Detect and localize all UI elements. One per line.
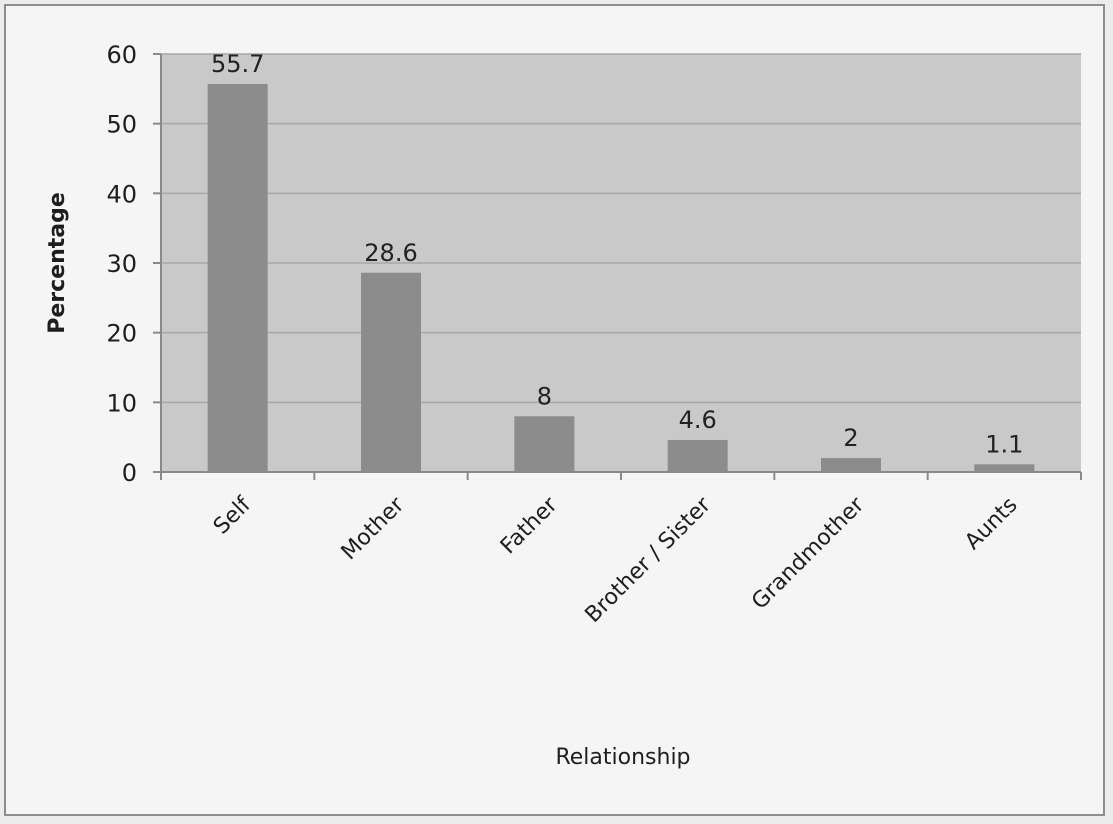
y-tick-label: 60 <box>106 41 137 69</box>
bar <box>207 83 268 472</box>
chart-frame: 0 10 20 30 40 50 60 Self Mother Father Brother / … <box>4 4 1105 816</box>
data-label: 28.6 <box>364 239 417 267</box>
y-tick-label: 50 <box>106 111 137 139</box>
x-tick-labels: Self Mother Father Brother / Sister Grandmot… <box>209 492 1023 628</box>
x-tick-label: Mother <box>337 492 410 565</box>
y-tick-label: 30 <box>106 250 137 278</box>
y-axis-title: Percentage <box>45 192 70 334</box>
x-tick-label: Grandmother <box>747 492 870 615</box>
x-axis-title: Relationship <box>555 745 690 770</box>
data-label: 8 <box>537 382 552 410</box>
y-tick-label: 40 <box>106 180 137 208</box>
bar <box>667 439 728 472</box>
data-labels: 55.7 28.6 8 4.6 2 1.1 <box>211 50 1023 458</box>
x-tick-label: Aunts <box>960 493 1022 555</box>
axes <box>153 53 1082 480</box>
y-tick-labels: 0 10 20 30 40 50 60 <box>106 41 137 487</box>
x-tick-label: Self <box>209 492 257 540</box>
data-label: 2 <box>843 424 858 452</box>
bar <box>821 458 881 472</box>
bar-chart: 0 10 20 30 40 50 60 Self Mother Father Brother / … <box>45 41 1082 770</box>
bar <box>514 416 575 472</box>
y-tick-label: 0 <box>122 459 137 487</box>
gridlines <box>161 53 1081 404</box>
y-tick-label: 20 <box>106 320 137 348</box>
bar <box>361 272 421 472</box>
bars <box>207 83 1035 472</box>
data-label: 4.6 <box>679 406 717 434</box>
y-tick-label: 10 <box>106 389 137 417</box>
data-label: 55.7 <box>211 50 264 78</box>
x-tick-label: Brother / Sister <box>581 492 717 628</box>
data-label: 1.1 <box>985 430 1023 458</box>
x-tick-label: Father <box>496 492 563 559</box>
bar <box>974 464 1035 472</box>
